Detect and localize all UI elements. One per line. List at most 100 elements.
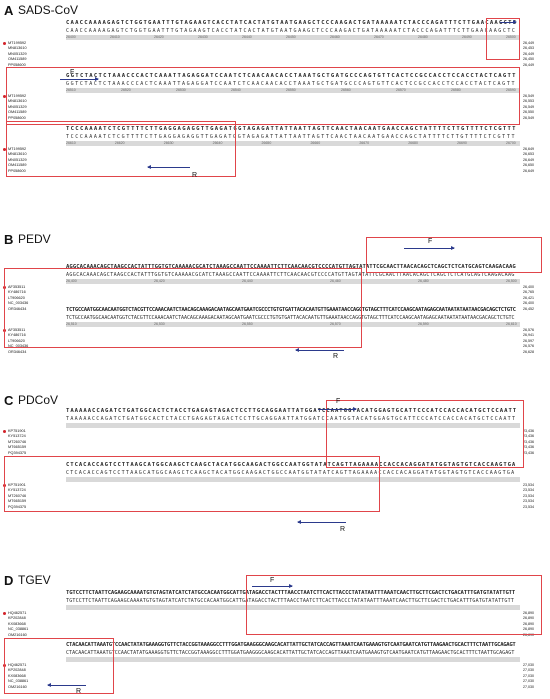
- ruler-tick-label: 26,590: [418, 322, 429, 326]
- accession-label: MT260746: [8, 439, 27, 444]
- forward-arrow-icon: [404, 246, 455, 250]
- position-number: 26,450: [523, 57, 534, 62]
- reference-marker-icon: [3, 95, 6, 98]
- ruler-tick-label: 26690: [457, 141, 467, 145]
- ruler-tick-label: 26700: [506, 141, 516, 145]
- consensus-sequence-secondary: TCCCAAAATCTCGTTTTCTTGAGGAGAGGTTGAGATGGTA…: [66, 134, 517, 140]
- accession-label: MN051329: [8, 51, 27, 56]
- position-ruler: [66, 423, 520, 428]
- sequence-row: PP058600 26,449: [0, 63, 540, 68]
- ruler-tick-label: 26630: [163, 141, 174, 145]
- sequence-row: KY513724 23,534: [0, 488, 540, 493]
- position-number: 26,649: [523, 157, 534, 162]
- alignment-block: GGTCTACTCTAAACCCACTCAAATTAGAGGATCCAATCTC…: [0, 73, 540, 123]
- sequence-row: MN051329 26,449: [0, 52, 540, 57]
- accession-label: MN813610: [8, 46, 27, 51]
- accession-label: KP751901: [8, 483, 26, 487]
- sequence-row: NC_003436 26,576: [0, 344, 540, 349]
- primer-region-box: [326, 400, 524, 468]
- sequence-row: NC_038861 26,890: [0, 627, 540, 632]
- ruler-tick-label: 26610: [66, 141, 76, 145]
- ruler-tick-label: 26470: [374, 35, 384, 39]
- position-number: 26,549: [523, 104, 534, 109]
- accession-label: AF353511: [8, 285, 26, 289]
- consensus-sequence-secondary: TCTGCCAATGGCAACAATGGTCTACGTTCCAAACAATCTA…: [66, 315, 515, 321]
- position-number: 23,436: [523, 429, 534, 433]
- panel-title: TGEV: [18, 573, 51, 587]
- forward-arrow-icon: [500, 20, 517, 24]
- consensus-sequence-secondary: CTCACACCAGTCCTTAAGCATGGCAAGCTCAAGCTACATG…: [66, 470, 516, 476]
- position-number: 26,452: [523, 306, 534, 311]
- accession-label: MT665159: [8, 445, 27, 450]
- sequence-row: OR346434 26,628: [0, 350, 540, 355]
- position-number: 23,534: [523, 504, 534, 509]
- panel-label: C: [4, 393, 14, 408]
- consensus-sequence: TGTCCTTCTAATTCAGAAGCAAAATGTGTAGTATCATCTA…: [66, 590, 516, 596]
- primer-label-reverse: R: [192, 172, 198, 179]
- sequence-row: KP751901 23,436: [0, 429, 540, 434]
- position-ruler: [66, 657, 520, 662]
- ruler-tick-label: 26680: [408, 141, 418, 145]
- position-number: 23,534: [523, 483, 534, 487]
- position-number: 23,534: [523, 488, 534, 493]
- ruler-tick-label: 26510: [66, 88, 76, 92]
- sequence-bases: [66, 52, 520, 57]
- sequence-bases: [66, 663, 520, 668]
- consensus-sequence: TCTGCCAATGGCAACAATGGTCTACGTTCCAAACAATCTA…: [66, 307, 516, 313]
- accession-label: PQ394375: [8, 450, 27, 455]
- ruler-tick-label: 26400: [66, 35, 76, 39]
- sequence-row: MT199592 26,449: [0, 41, 540, 46]
- position-number: 26,576: [523, 344, 534, 349]
- accession-label: PQ394375: [8, 504, 27, 509]
- panel-label: B: [4, 232, 14, 247]
- sequence-row: KP202848 26,890: [0, 616, 540, 621]
- alignment-block: TCCCAAAATCTCGTTTTCTTGAGGAGAGGTTGAGATGGTA…: [0, 126, 540, 176]
- ruler-tick-label: 26430: [198, 35, 208, 39]
- primer-label-reverse: R: [340, 526, 346, 533]
- ruler-tick-label: 26,440: [242, 279, 253, 283]
- alignment-block: AGGCACAAACAGCTAAGCCACTATTTGGTGTCAAAAACGC…: [0, 264, 540, 311]
- ruler-tick-label: 26,530: [154, 322, 165, 326]
- sequence-bases: [66, 41, 520, 46]
- primer-label-forward: F: [70, 69, 75, 76]
- sequence-bases: [66, 350, 520, 355]
- position-number: 26,628: [523, 349, 534, 354]
- accession-label: HQ462571: [8, 611, 27, 615]
- sequence-row: LT906620 26,597: [0, 339, 540, 344]
- sequence-row: MT199592 26,549: [0, 94, 540, 99]
- ruler-tick-label: 26410: [110, 35, 120, 39]
- consensus-sequence: TCCCAAAATCTCGTTTTCTTGAGGAGAGGTTGAGATGGTA…: [66, 126, 517, 132]
- position-ruler: [66, 605, 520, 610]
- ruler-tick-label: 26,570: [330, 322, 341, 326]
- primer-region-box: [6, 67, 520, 125]
- accession-label: KY513724: [8, 434, 26, 439]
- accession-label: HQ462571: [8, 663, 27, 667]
- panel-title: PDCoV: [18, 393, 59, 407]
- sequence-row: MT260746 23,436: [0, 440, 540, 445]
- accession-label: KY513724: [8, 488, 26, 493]
- accession-label: LT906620: [8, 295, 25, 300]
- sequence-row: MN813610 26,553: [0, 99, 540, 104]
- position-number: 26,649: [523, 168, 534, 173]
- position-number: 23,534: [523, 493, 534, 498]
- ruler-tick-label: 26480: [418, 35, 428, 39]
- accession-label: OR346434: [8, 306, 27, 311]
- accession-label: PP058600: [8, 168, 26, 173]
- sequence-bases: [66, 57, 520, 62]
- panel-a: A SADS-CoV CAACCAAAAGAGTCTGGTGAATTTGTAGA…: [0, 0, 550, 180]
- ruler-tick-label: 26640: [212, 141, 223, 145]
- accession-label: KP751901: [8, 429, 26, 433]
- ruler-tick-label: 26560: [341, 88, 351, 92]
- accession-label: OM411589: [8, 110, 27, 115]
- accession-label: NC_038861: [8, 627, 29, 632]
- accession-label: MT260746: [8, 493, 27, 498]
- position-number: 26,649: [523, 147, 534, 151]
- position-ruler: 26400 26410 26420 26430 26440 26450 26460 26470…: [66, 35, 520, 40]
- position-number: 26,576: [523, 328, 534, 332]
- consensus-sequence-secondary: CAACCAAAAGAGTCTGGTGAATTTGTAGAAGTCACCTATC…: [66, 28, 517, 34]
- consensus-sequence-secondary: CTACAACATTAAATGTCCAACTATATGAAAGGTGTTCTAC…: [66, 650, 515, 656]
- panel-b: B PEDV AGGCACAAACAGCTAAGCCACTATTTGGTGTCA…: [0, 182, 550, 360]
- alignment-block: CTCACACCAGTCCTTAAGCATGGCAAGCTCAAGCTACATG…: [0, 462, 540, 510]
- accession-label: KX083668: [8, 621, 26, 626]
- ruler-tick-label: 26580: [451, 88, 461, 92]
